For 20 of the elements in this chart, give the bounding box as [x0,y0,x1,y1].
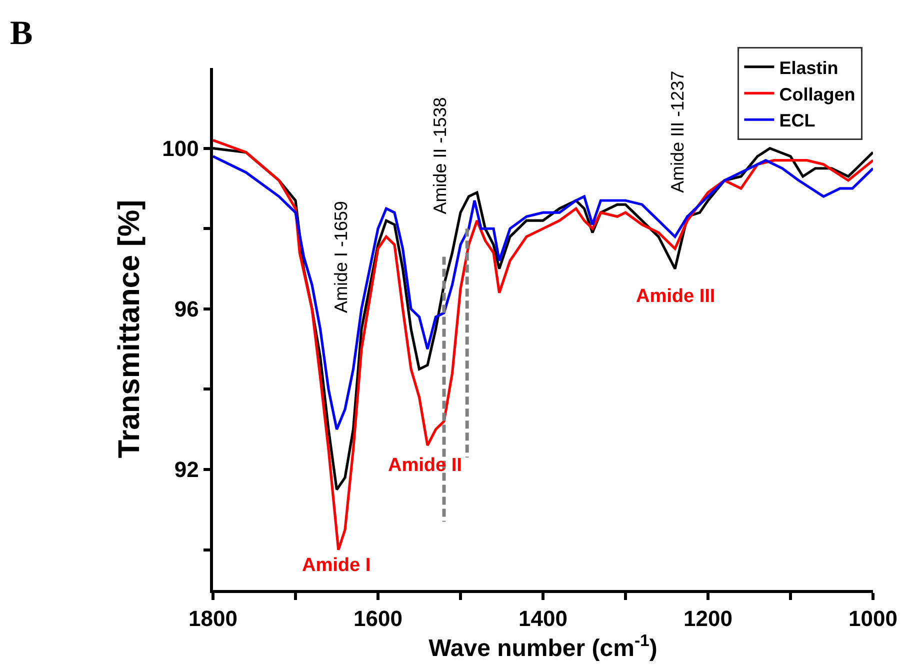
annotation: Amide I -1659 [331,200,352,314]
y-axis-title: Transmittance [%] [113,200,146,458]
y-tick-label: 92 [174,457,199,482]
text: B [10,15,33,52]
x-tick-label: 1200 [684,606,732,632]
legend-label: ECL [779,110,816,131]
y-tick-label: 96 [174,296,199,322]
x-tick-label: 1000 [848,606,898,632]
x-tick-label: 1600 [354,606,402,632]
annotation: Amide III -1237 [667,70,688,193]
legend-label: Collagen [779,84,856,104]
x-tick-label: 1800 [188,606,238,632]
annotation: Amide I [302,555,371,576]
x-tick-label: 1400 [518,606,568,632]
x-axis-title: Wave number (cm$^{-1}$) [428,631,658,662]
annotation: Amide II [388,455,462,476]
annotation: Amide III [636,286,716,307]
legend-label: Elastin [779,58,838,78]
annotation: Amide II -1538 [430,97,450,214]
y-tick-label: 100 [162,136,199,162]
